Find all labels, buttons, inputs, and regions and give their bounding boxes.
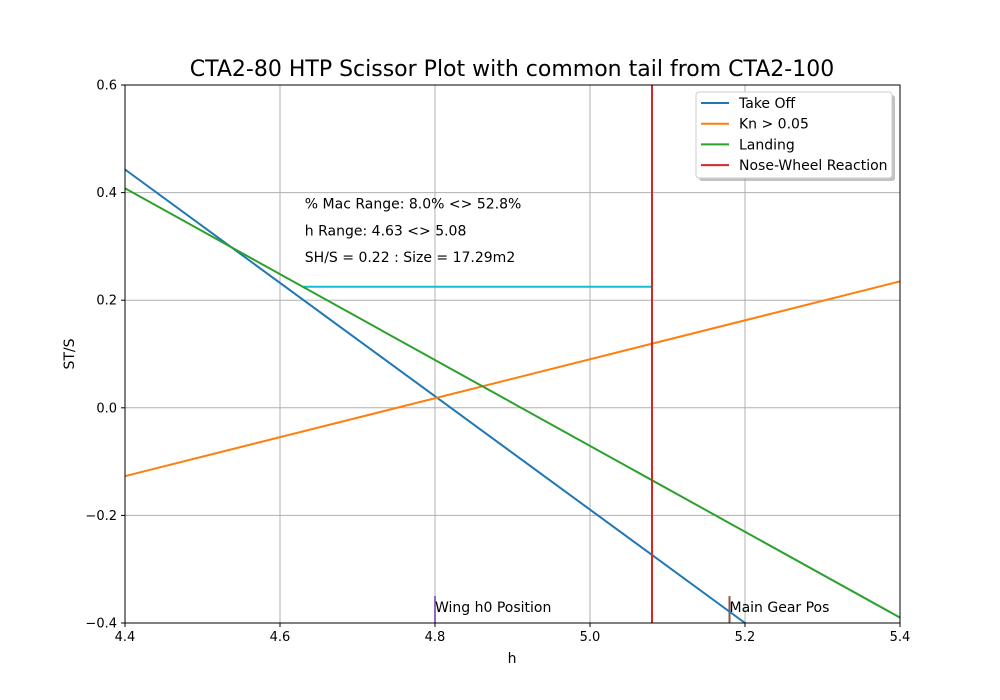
legend-label: Take Off xyxy=(738,96,796,112)
x-tick-label: 4.6 xyxy=(270,630,291,645)
annotation: Wing h0 Position xyxy=(435,600,551,616)
annotation: SH/S = 0.22 : Size = 17.29m2 xyxy=(305,250,515,266)
x-tick-label: 4.4 xyxy=(115,630,136,645)
x-tick-label: 5.4 xyxy=(890,630,911,645)
y-tick-label: 0.6 xyxy=(96,79,117,94)
y-tick-label: 0.4 xyxy=(96,186,117,201)
legend-label: Landing xyxy=(739,137,795,153)
x-axis-label: h xyxy=(508,651,517,667)
y-axis-label: ST/S xyxy=(62,338,78,369)
y-tick-label: −0.4 xyxy=(85,617,117,632)
x-tick-label: 5.2 xyxy=(735,630,756,645)
annotation: h Range: 4.63 <> 5.08 xyxy=(305,223,467,239)
chart-title: CTA2-80 HTP Scissor Plot with common tai… xyxy=(190,57,834,82)
y-tick-label: −0.2 xyxy=(85,509,117,524)
x-tick-label: 4.8 xyxy=(425,630,446,645)
series-line-kn-0-05 xyxy=(124,280,901,478)
legend-label: Nose-Wheel Reaction xyxy=(739,158,888,174)
legend: Take Off Kn > 0.05 Landing Nose-Wheel React… xyxy=(695,91,895,181)
grid xyxy=(124,84,901,624)
legend-label: Kn > 0.05 xyxy=(739,117,809,133)
ticks: 4.4 4.6 4.8 5.0 5.2 5.4 −0.4 −0.2 0.0 0.2 0.4 0.6 xyxy=(85,79,910,646)
annotation: % Mac Range: 8.0% <> 52.8% xyxy=(305,196,522,212)
annotations: % Mac Range: 8.0% <> 52.8% h Range: 4.63 … xyxy=(305,196,830,616)
legend-box xyxy=(695,91,893,179)
y-tick-label: 0.2 xyxy=(96,294,117,309)
plot-frame xyxy=(124,84,901,624)
annotation: Main Gear Pos xyxy=(730,600,830,616)
series-line-landing xyxy=(124,187,901,619)
plot-lines xyxy=(124,85,901,624)
x-tick-label: 5.0 xyxy=(580,630,601,645)
y-tick-label: 0.0 xyxy=(96,401,117,416)
